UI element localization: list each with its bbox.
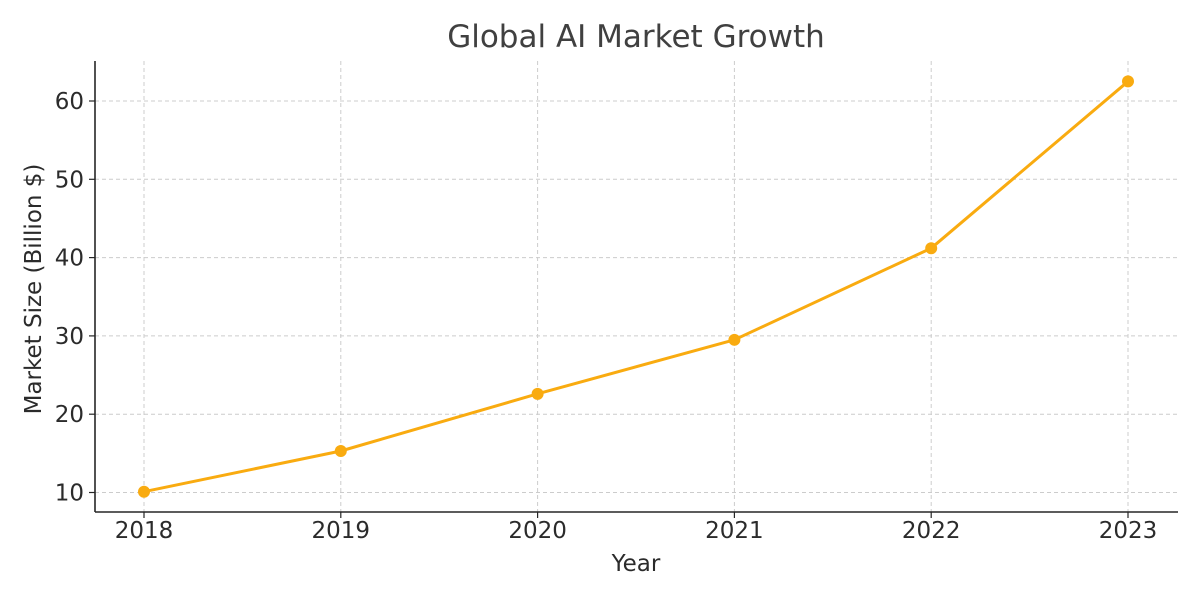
series-layer xyxy=(138,75,1134,498)
data-point xyxy=(334,445,347,458)
x-tick-label: 2020 xyxy=(508,518,567,544)
grid xyxy=(95,61,1178,512)
x-axis-label: Year xyxy=(611,551,661,577)
x-tick-label: 2019 xyxy=(312,518,371,544)
data-point xyxy=(531,387,544,400)
y-tick-label: 40 xyxy=(55,246,84,272)
series-line xyxy=(142,79,1130,494)
axes xyxy=(94,61,1178,513)
y-axis-label: Market Size (Billion $) xyxy=(21,164,47,415)
y-tick-label: 20 xyxy=(55,402,84,428)
tick-labels: 2018 2019 2020 2021 2022 2023 10 20 30 40 50 60 xyxy=(55,89,1158,544)
y-tick-label: 30 xyxy=(55,324,84,350)
y-tick-label: 60 xyxy=(55,89,84,115)
chart-title: Global AI Market Growth xyxy=(447,19,825,55)
y-tick-label: 10 xyxy=(55,481,84,507)
data-point xyxy=(138,485,150,498)
x-tick-label: 2022 xyxy=(902,518,961,544)
data-point xyxy=(728,333,741,346)
x-tick-label: 2023 xyxy=(1099,518,1158,544)
data-point xyxy=(1122,75,1134,88)
y-tick-label: 50 xyxy=(55,167,84,193)
x-tick-label: 2021 xyxy=(705,518,764,544)
data-point xyxy=(925,242,938,255)
x-tick-label: 2018 xyxy=(115,518,174,544)
